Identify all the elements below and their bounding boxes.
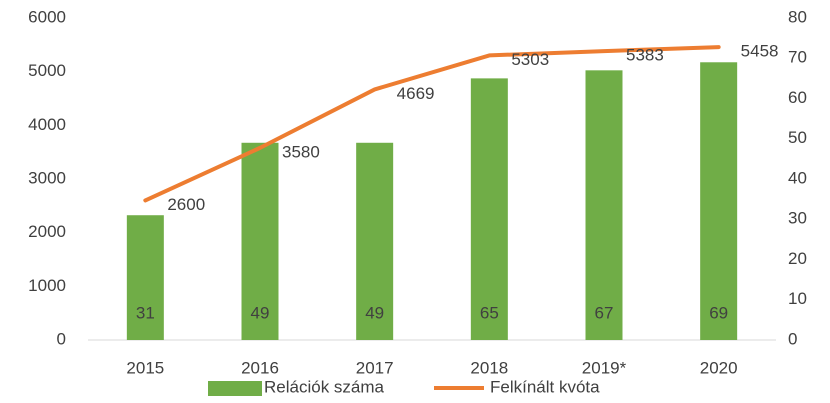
y2-tick-label: 70 bbox=[788, 48, 807, 67]
line-value-label: 5383 bbox=[626, 46, 664, 65]
bar bbox=[700, 62, 738, 341]
bar-value-label: 67 bbox=[595, 303, 614, 322]
y2-tick-label: 80 bbox=[788, 7, 807, 26]
bar-value-label: 69 bbox=[709, 303, 728, 322]
y-tick-label: 3000 bbox=[28, 168, 66, 187]
bar-value-label: 65 bbox=[480, 303, 499, 322]
bar bbox=[126, 215, 164, 340]
legend-label: Felkínált kvóta bbox=[490, 377, 600, 396]
line bbox=[143, 45, 721, 203]
bar-value-label: 31 bbox=[136, 303, 155, 322]
bar bbox=[241, 142, 279, 340]
x-tick-label: 2015 bbox=[126, 358, 164, 377]
y2-tick-label: 0 bbox=[788, 329, 797, 348]
y2-tick-label: 10 bbox=[788, 289, 807, 308]
y2-tick-label: 50 bbox=[788, 128, 807, 147]
x-tick-label: 2019* bbox=[582, 358, 627, 377]
y-tick-label: 5000 bbox=[28, 61, 66, 80]
y-tick-label: 2000 bbox=[28, 222, 66, 241]
y2-tick-label: 30 bbox=[788, 209, 807, 228]
legend-swatch bbox=[208, 381, 262, 396]
line-value-label: 5303 bbox=[511, 50, 549, 69]
y2-tick-label: 60 bbox=[788, 88, 807, 107]
line-value-label: 5458 bbox=[741, 42, 779, 61]
y2-tick-label: 20 bbox=[788, 249, 807, 268]
bar bbox=[356, 142, 394, 340]
x-tick-label: 2016 bbox=[241, 358, 279, 377]
x-tick-label: 2020 bbox=[700, 358, 738, 377]
legend-label: Relációk száma bbox=[264, 377, 385, 396]
y-tick-label: 1000 bbox=[28, 276, 66, 295]
bar-value-label: 49 bbox=[365, 303, 384, 322]
bar-value-label: 49 bbox=[251, 303, 270, 322]
x-tick-label: 2018 bbox=[470, 358, 508, 377]
bar bbox=[470, 78, 508, 340]
line-value-label: 3580 bbox=[282, 142, 320, 161]
y-tick-label: 4000 bbox=[28, 115, 66, 134]
y2-tick-label: 40 bbox=[788, 168, 807, 187]
x-tick-label: 2017 bbox=[356, 358, 394, 377]
y-tick-label: 0 bbox=[57, 329, 66, 348]
bar bbox=[585, 70, 623, 340]
y-tick-label: 6000 bbox=[28, 7, 66, 26]
line-value-label: 4669 bbox=[397, 84, 435, 103]
line-value-label: 2600 bbox=[167, 195, 205, 214]
